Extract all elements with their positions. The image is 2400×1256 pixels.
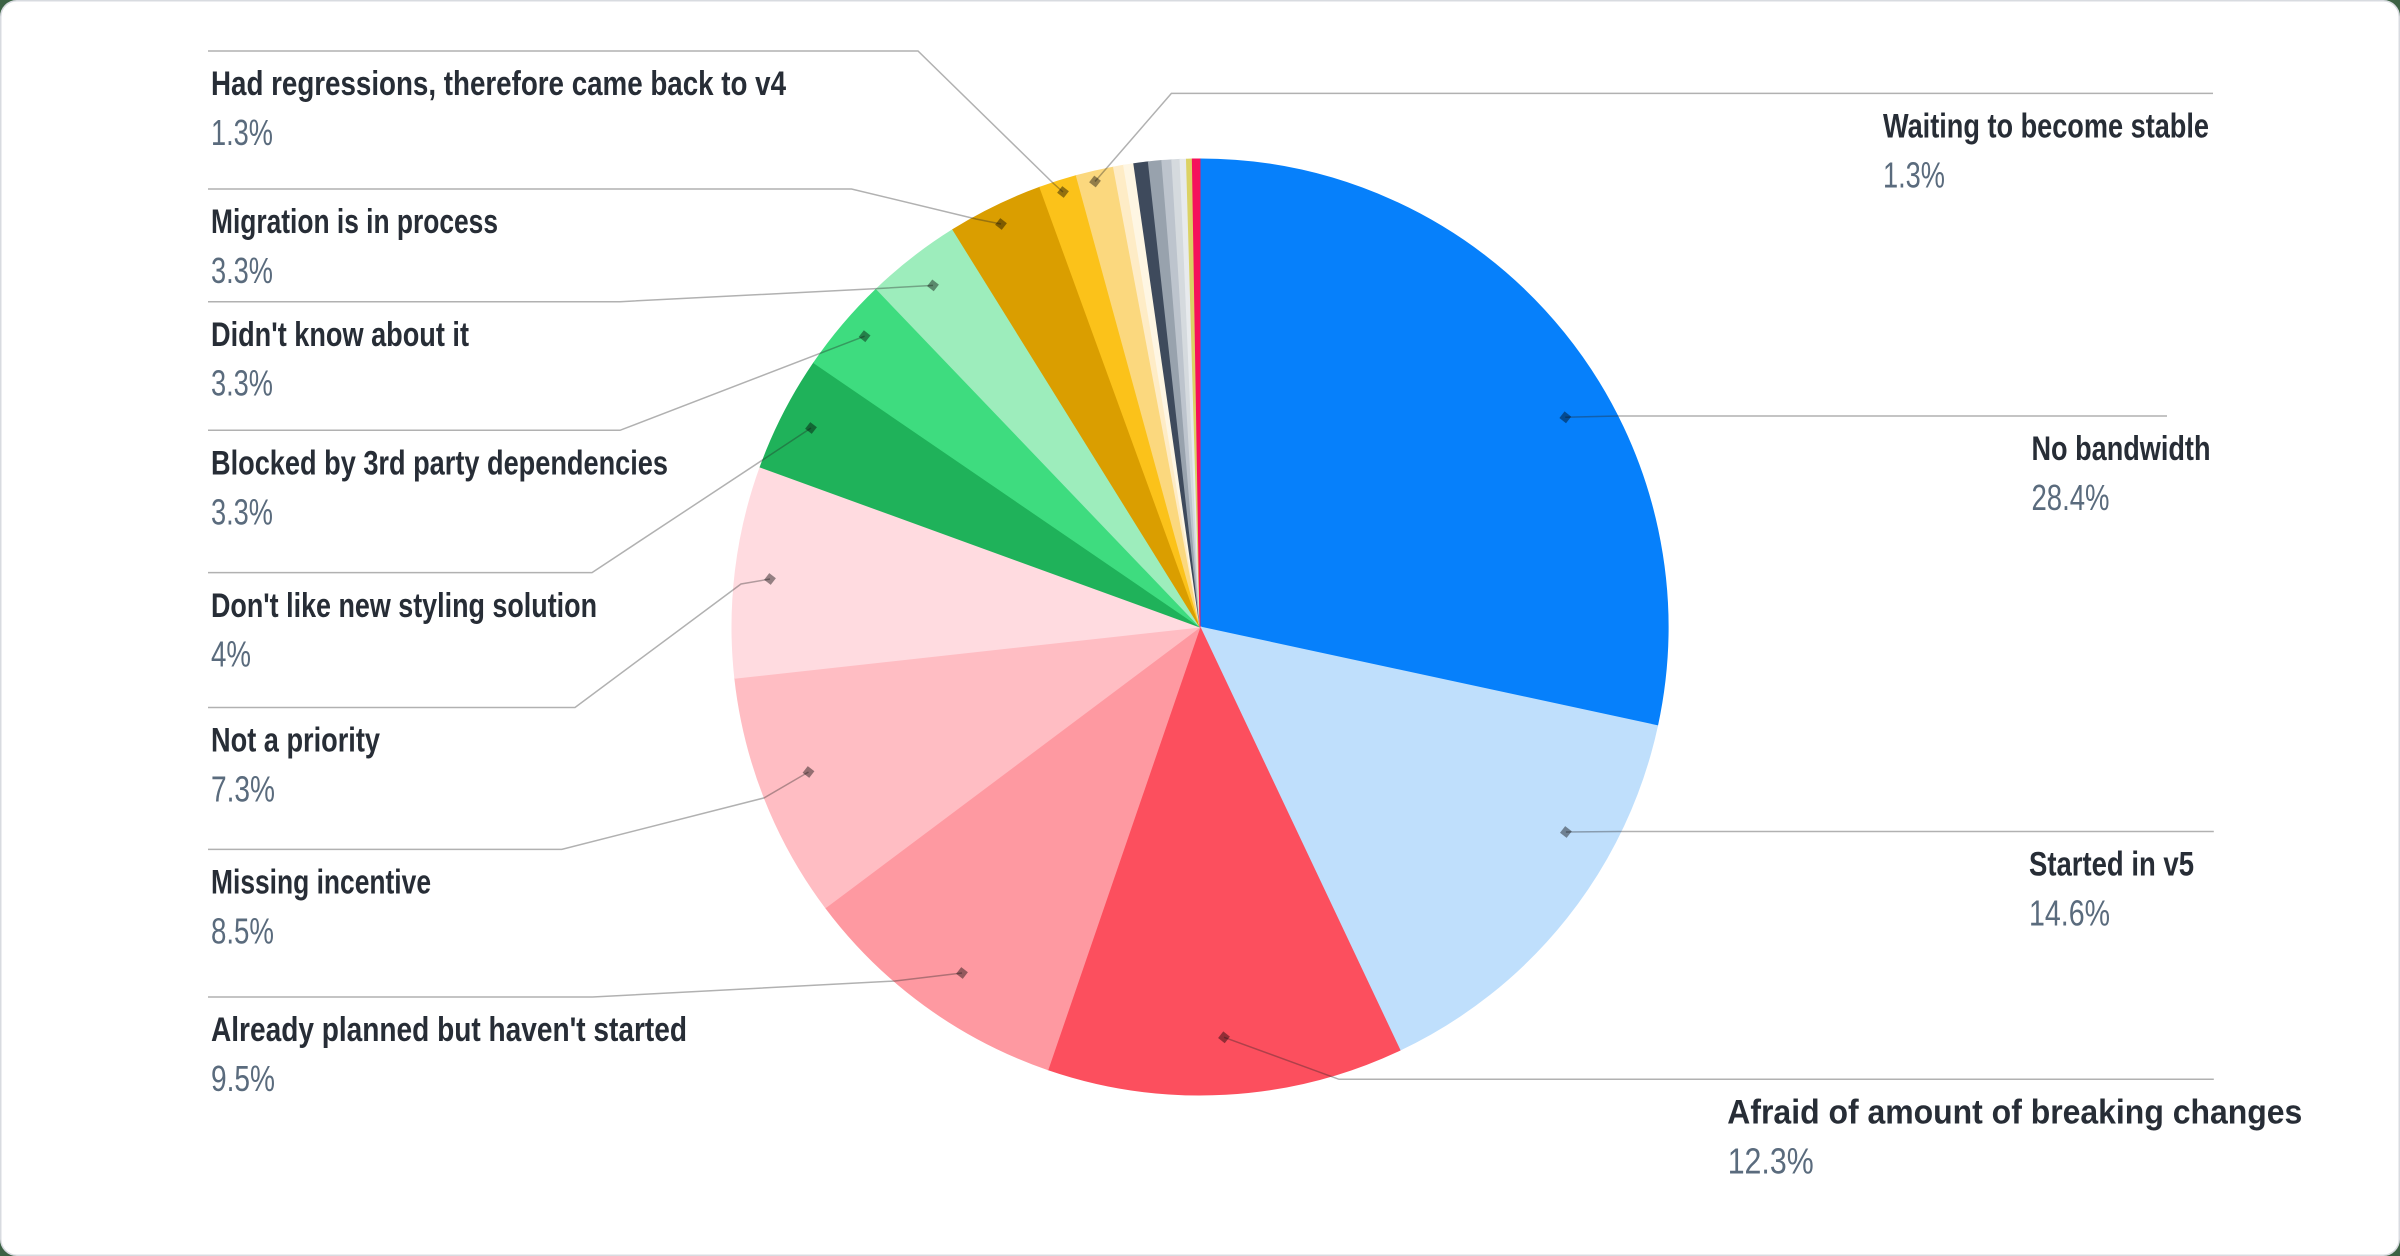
svg-text:8.5%: 8.5% — [211, 910, 274, 951]
svg-text:Had regressions, therefore cam: Had regressions, therefore came back to … — [211, 65, 786, 103]
svg-text:9.5%: 9.5% — [211, 1058, 275, 1099]
svg-text:Already planned but haven't st: Already planned but haven't started — [211, 1011, 687, 1049]
svg-text:Migration is in process: Migration is in process — [211, 203, 498, 241]
svg-text:No bandwidth: No bandwidth — [2032, 430, 2211, 468]
svg-text:7.3%: 7.3% — [211, 769, 275, 810]
svg-text:Missing incentive: Missing incentive — [211, 864, 431, 902]
svg-text:Didn't know about it: Didn't know about it — [211, 316, 469, 354]
svg-text:12.3%: 12.3% — [1728, 1140, 1814, 1181]
svg-text:Afraid of amount of breaking c: Afraid of amount of breaking changes — [1727, 1094, 2302, 1132]
svg-text:Don't like new styling solutio: Don't like new styling solution — [211, 587, 597, 625]
svg-text:Blocked by 3rd party dependenc: Blocked by 3rd party dependencies — [211, 445, 668, 483]
svg-text:3.3%: 3.3% — [211, 363, 273, 404]
svg-text:3.3%: 3.3% — [211, 250, 273, 291]
svg-text:Waiting to become stable: Waiting to become stable — [1883, 108, 2209, 146]
svg-text:1.3%: 1.3% — [211, 112, 273, 153]
svg-text:Not a priority: Not a priority — [211, 722, 380, 760]
svg-text:3.3%: 3.3% — [211, 491, 273, 532]
svg-text:Started in v5: Started in v5 — [2029, 846, 2194, 884]
svg-text:14.6%: 14.6% — [2029, 893, 2110, 934]
svg-text:4%: 4% — [211, 634, 251, 675]
svg-text:28.4%: 28.4% — [2032, 477, 2110, 518]
svg-text:1.3%: 1.3% — [1883, 154, 1945, 195]
